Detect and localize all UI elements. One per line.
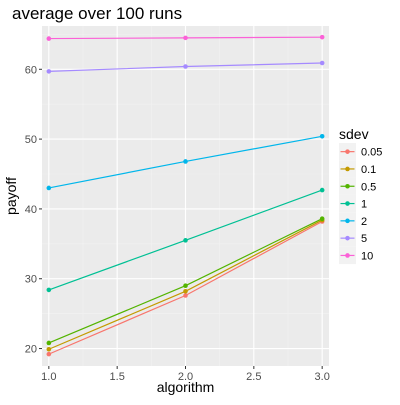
legend-key-point-10 [345,253,350,258]
data-point-2 [183,159,188,164]
data-point-0.05 [183,293,188,298]
x-tick-label: 2.5 [246,371,261,383]
data-point-5 [319,60,325,66]
y-tick-label: 20 [25,344,37,356]
data-point-0.1 [183,288,188,294]
legend: sdev 0.05 0.1 0.5 1 2 5 10 [339,126,382,265]
legend-label-5: 5 [361,233,367,245]
y-axis-label: payoff [3,177,19,215]
legend-label-1: 1 [361,199,367,211]
legend-label-0.05: 0.05 [361,147,382,159]
data-point-1 [183,238,188,243]
data-point-5 [183,64,188,69]
x-tick-label: 3.0 [315,371,330,383]
x-tick-label: 1.0 [41,371,56,383]
data-point-2 [319,134,325,139]
legend-key-point-5 [345,235,350,241]
y-tick-label: 60 [25,64,37,76]
data-point-2 [46,185,52,191]
legend-key-point-0.05 [345,149,350,154]
data-point-5 [46,69,52,74]
legend-label-0.1: 0.1 [361,164,376,176]
legend-key-point-2 [345,218,350,224]
legend-key-point-0.1 [345,166,350,172]
legend-label-10: 10 [361,250,373,262]
chart-title: average over 100 runs [12,4,182,23]
data-point-1 [46,287,52,293]
x-tick-label: 1.5 [110,371,125,383]
legend-key-point-1 [345,201,350,206]
x-axis-label: algorithm [157,379,215,395]
data-point-0.05 [46,351,52,357]
y-tick-label: 50 [25,134,37,146]
data-point-1 [319,187,325,193]
data-point-0.1 [46,346,52,352]
legend-items: 0.05 0.1 0.5 1 2 5 10 [339,143,382,265]
y-axis: 20 30 40 50 60 [25,64,42,356]
data-point-10 [183,35,188,41]
data-point-0.5 [183,283,188,289]
legend-label-0.5: 0.5 [361,181,376,193]
legend-label-2: 2 [361,216,367,228]
grid-major [42,26,329,366]
data-point-0.5 [319,216,325,221]
x-axis: 1.0 1.5 2.0 2.5 3.0 [41,366,330,383]
series-layer [46,34,325,357]
x-tick-label: 2.0 [178,371,193,383]
data-point-10 [319,34,325,40]
y-tick-label: 30 [25,274,37,286]
data-point-10 [46,36,52,41]
y-tick-label: 40 [25,204,37,216]
legend-key-point-0.5 [345,183,350,189]
data-point-0.5 [46,340,52,346]
grid-minor [42,26,329,366]
legend-title: sdev [339,126,369,142]
